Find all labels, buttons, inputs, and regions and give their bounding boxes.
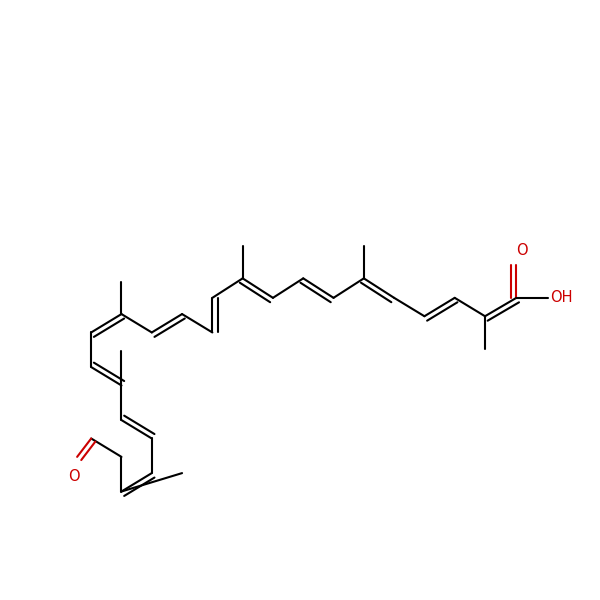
- Text: O: O: [516, 242, 527, 257]
- Text: OH: OH: [550, 290, 572, 305]
- Text: O: O: [68, 469, 80, 484]
